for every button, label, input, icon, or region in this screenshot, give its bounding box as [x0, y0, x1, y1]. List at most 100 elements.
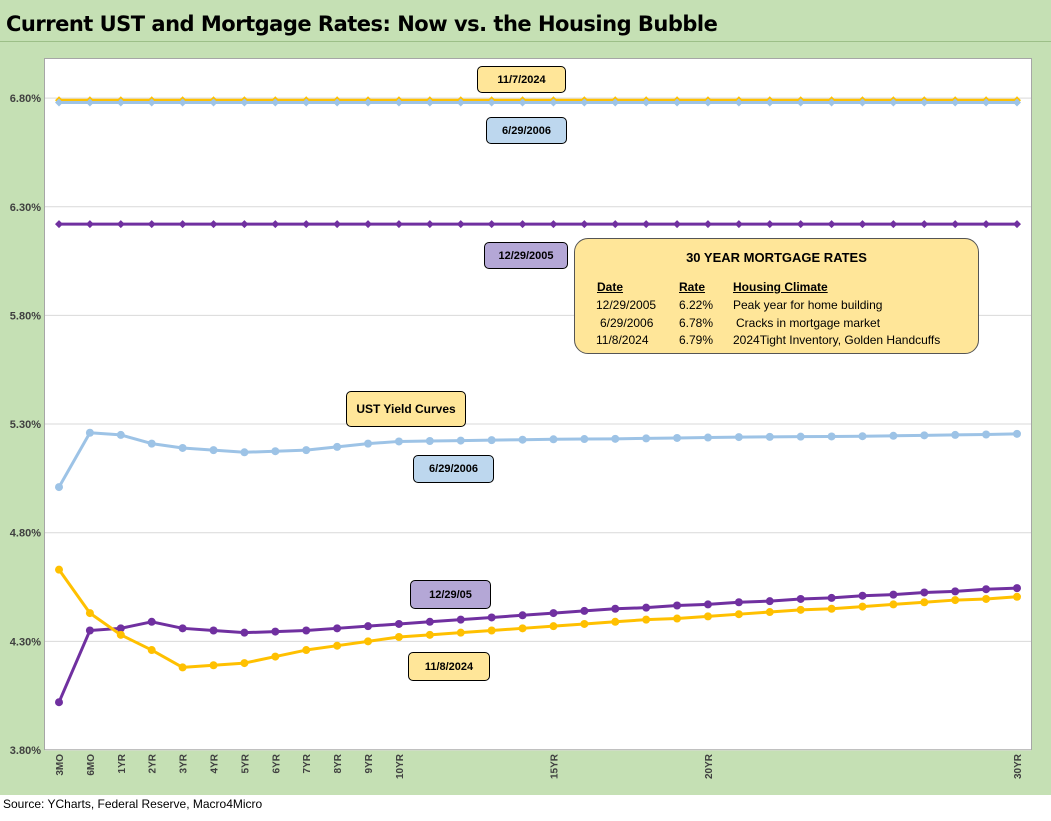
data-point — [951, 98, 960, 107]
data-point — [518, 611, 527, 620]
data-point — [240, 659, 249, 668]
x-tick-label: 15YR — [549, 753, 560, 779]
data-point — [580, 435, 589, 444]
label-ust-2024: 11/8/2024 — [408, 652, 490, 681]
data-point — [364, 439, 373, 448]
data-point — [765, 220, 774, 229]
data-point — [858, 98, 867, 107]
data-point — [271, 627, 280, 636]
y-tick-label: 4.30% — [10, 636, 41, 648]
data-point — [302, 98, 311, 107]
x-tick-label: 8YR — [333, 753, 344, 773]
data-point — [85, 428, 94, 437]
data-point — [920, 431, 929, 440]
data-point — [673, 98, 682, 107]
mortgage-table-title: 30 YEAR MORTGAGE RATES — [686, 250, 867, 265]
data-point — [487, 436, 496, 445]
data-point — [765, 608, 774, 617]
data-point — [116, 220, 125, 229]
row-climate: 2024Tight Inventory, Golden Handcuffs — [733, 333, 941, 347]
data-point — [487, 626, 496, 635]
data-point — [642, 98, 651, 107]
header-date: Date — [597, 280, 624, 294]
data-point — [703, 600, 712, 609]
data-point — [1013, 592, 1021, 601]
data-point — [456, 615, 465, 624]
data-point — [982, 220, 991, 229]
data-point — [703, 433, 712, 442]
label-ust-2006: 6/29/2006 — [413, 455, 494, 483]
x-tick-label: 3YR — [179, 753, 190, 773]
data-point — [611, 220, 620, 229]
data-point — [425, 630, 434, 639]
x-tick-label: 6YR — [271, 753, 282, 773]
data-point — [982, 594, 991, 603]
label-mortgage-2024: 11/7/2024 — [477, 66, 566, 93]
data-point — [178, 443, 187, 452]
data-point — [673, 220, 682, 229]
x-tick-label: 9YR — [364, 753, 375, 773]
data-point — [642, 220, 651, 229]
data-point — [611, 98, 620, 107]
data-point — [85, 626, 94, 635]
data-point — [518, 98, 527, 107]
data-point — [271, 447, 280, 456]
data-point — [147, 617, 156, 626]
data-point — [580, 619, 589, 628]
data-point — [796, 432, 805, 441]
data-point — [364, 622, 373, 631]
data-point — [394, 437, 403, 446]
data-point — [765, 597, 774, 606]
data-point — [333, 98, 342, 107]
data-point — [642, 603, 651, 612]
plot-area — [44, 58, 1032, 750]
data-point — [951, 430, 960, 439]
data-point — [951, 220, 960, 229]
y-tick-label: 4.80% — [10, 528, 41, 540]
x-tick-label: 30YR — [1013, 753, 1024, 779]
data-point — [116, 430, 125, 439]
data-point — [796, 594, 805, 603]
data-point — [951, 587, 960, 596]
data-point — [1013, 584, 1021, 593]
data-point — [703, 612, 712, 621]
row-date: 12/29/2005 — [596, 298, 657, 312]
y-tick-label: 5.30% — [10, 419, 41, 431]
data-point — [827, 98, 836, 107]
series-line — [57, 568, 1018, 669]
header-rate: Rate — [679, 280, 706, 294]
data-point — [796, 605, 805, 614]
data-point — [796, 98, 805, 107]
data-point — [456, 98, 465, 107]
data-point — [85, 220, 94, 229]
data-point — [642, 615, 651, 624]
x-tick-label: 5YR — [240, 753, 251, 773]
row-rate: 6.22% — [679, 298, 714, 312]
data-point — [178, 663, 187, 672]
x-tick-label: 2YR — [148, 753, 159, 773]
data-point — [827, 593, 836, 602]
data-point — [394, 220, 403, 229]
data-point — [240, 98, 249, 107]
row-climate: Cracks in mortgage market — [736, 316, 881, 330]
data-point — [364, 637, 373, 646]
data-point — [920, 598, 929, 607]
data-point — [364, 220, 373, 229]
data-point — [333, 641, 342, 650]
row-rate: 6.78% — [679, 316, 714, 330]
data-point — [982, 98, 991, 107]
data-point — [209, 661, 218, 670]
data-point — [549, 98, 558, 107]
data-point — [333, 442, 342, 451]
data-point — [549, 220, 558, 229]
data-point — [889, 590, 898, 599]
data-point — [271, 652, 280, 661]
data-point — [55, 98, 63, 107]
data-point — [178, 98, 187, 107]
data-point — [55, 220, 63, 229]
label-ust-yield-curves: UST Yield Curves — [346, 391, 466, 427]
data-point — [827, 220, 836, 229]
header-climate: Housing Climate — [733, 280, 828, 294]
data-point — [425, 98, 434, 107]
data-point — [951, 596, 960, 605]
